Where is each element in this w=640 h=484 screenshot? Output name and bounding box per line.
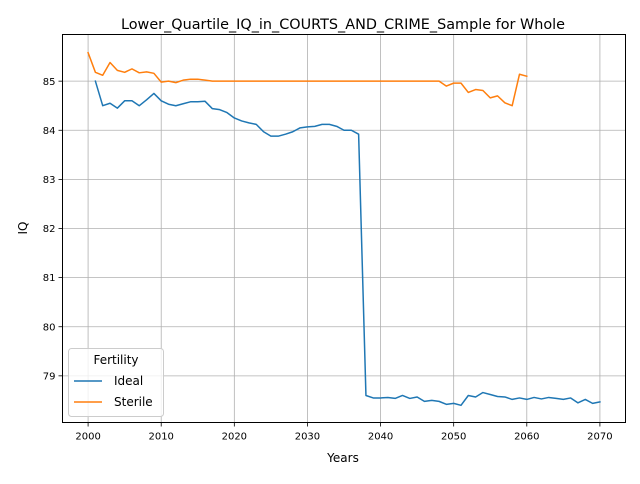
y-tick-label: 84	[43, 126, 56, 137]
x-tick-label: 2060	[514, 432, 539, 443]
legend-label-sterile: Sterile	[114, 395, 153, 409]
y-axis-label: IQ	[16, 222, 30, 235]
series-lines	[87, 51, 601, 407]
y-tick-label: 82	[43, 224, 56, 235]
x-tick-label: 2070	[587, 432, 612, 443]
x-tick-label: 2020	[222, 432, 247, 443]
x-tick-label: 2010	[148, 432, 173, 443]
axis-ticks: 2000 2010 2020 2030 2040 2050 2060 2070 79 80 81 82…	[43, 77, 613, 443]
x-tick-label: 2030	[295, 432, 320, 443]
legend-title: Fertility	[93, 353, 138, 367]
legend-box	[68, 348, 164, 417]
y-tick-label: 83	[43, 175, 56, 186]
x-axis-label: Years	[326, 451, 359, 465]
y-tick-label: 81	[43, 273, 56, 284]
x-tick-label: 2040	[368, 432, 393, 443]
y-tick-label: 80	[43, 322, 56, 333]
series-line-sterile	[87, 51, 528, 107]
legend: Fertility Ideal Sterile	[68, 348, 164, 417]
legend-label-ideal: Ideal	[114, 374, 143, 388]
series-line-ideal	[94, 80, 601, 407]
x-tick-label: 2000	[75, 432, 100, 443]
chart-title: Lower_Quartile_IQ_in_COURTS_AND_CRIME_Sa…	[121, 17, 565, 33]
y-tick-label: 79	[43, 371, 56, 382]
x-tick-label: 2050	[441, 432, 466, 443]
y-tick-label: 85	[43, 77, 56, 88]
